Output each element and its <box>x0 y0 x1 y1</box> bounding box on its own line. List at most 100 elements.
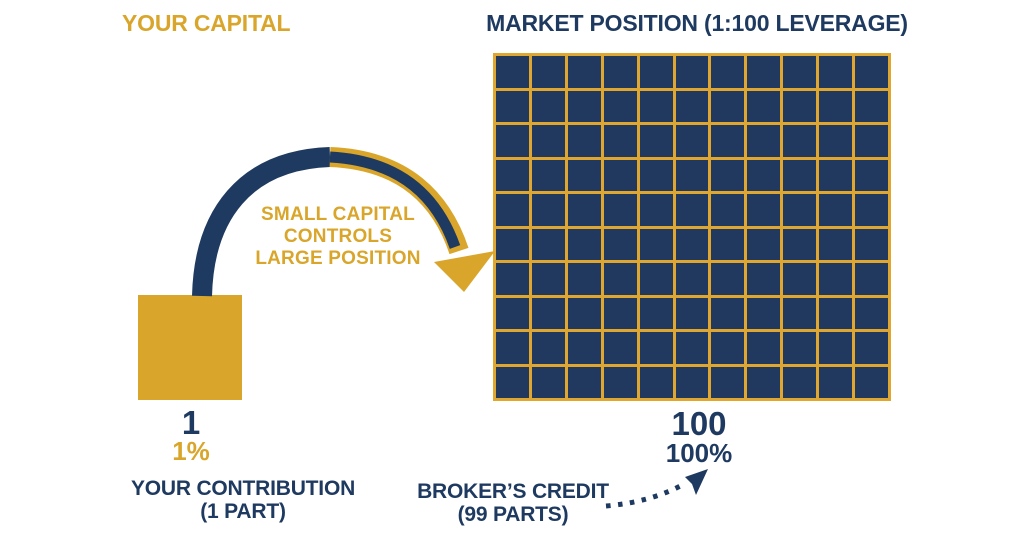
grid-cell <box>855 263 888 295</box>
grid-cell <box>639 90 673 122</box>
grid-cell <box>496 366 529 398</box>
contribution-count-label: 1 <box>181 404 201 441</box>
grid-cell <box>855 366 888 398</box>
grid-cell <box>603 297 637 329</box>
grid-cell <box>531 228 565 260</box>
grid-cell <box>783 159 817 191</box>
your-contribution-line1: YOUR CONTRIBUTION <box>130 477 356 500</box>
grid-cell <box>747 228 781 260</box>
grid-cell <box>603 366 637 398</box>
grid-cell <box>747 56 781 88</box>
grid-cell <box>496 90 529 122</box>
grid-cell <box>675 56 709 88</box>
grid-cell <box>675 228 709 260</box>
grid-cell <box>603 125 637 157</box>
grid-cell <box>855 159 888 191</box>
arrow-annotation-line2: CONTROLS <box>283 226 393 247</box>
grid-cell <box>675 194 709 226</box>
grid-cell <box>855 125 888 157</box>
grid-cell <box>639 228 673 260</box>
grid-cell <box>819 56 853 88</box>
grid-cell <box>747 332 781 364</box>
arrow-annotation-line3: LARGE POSITION <box>255 248 421 269</box>
brokers-credit-arrowhead-icon <box>685 469 708 495</box>
grid-cell <box>675 332 709 364</box>
grid-cell <box>855 194 888 226</box>
grid-cell <box>783 366 817 398</box>
grid-cell <box>747 194 781 226</box>
grid-cell <box>496 297 529 329</box>
grid-cell <box>603 228 637 260</box>
grid-cell <box>496 332 529 364</box>
grid-cell <box>567 228 601 260</box>
grid-cell <box>496 263 529 295</box>
grid-cell <box>567 90 601 122</box>
grid-cell <box>567 56 601 88</box>
position-count-label: 100 <box>671 405 727 442</box>
grid-cell <box>567 297 601 329</box>
grid-cell <box>783 125 817 157</box>
contribution-percent-label: 1% <box>172 436 210 466</box>
grid-cell <box>747 125 781 157</box>
grid-cell <box>531 159 565 191</box>
grid-cell <box>819 297 853 329</box>
grid-cell <box>747 90 781 122</box>
grid-cell <box>567 263 601 295</box>
grid-cell <box>675 263 709 295</box>
grid-cell <box>603 332 637 364</box>
grid-cell <box>855 228 888 260</box>
grid-cell <box>567 159 601 191</box>
grid-cell <box>567 332 601 364</box>
grid-cell <box>496 125 529 157</box>
grid-cell <box>747 366 781 398</box>
grid-cell <box>496 194 529 226</box>
grid-cell <box>531 56 565 88</box>
grid-cell <box>711 194 745 226</box>
grid-cell <box>711 297 745 329</box>
your-capital-square <box>138 295 242 400</box>
grid-cell <box>567 366 601 398</box>
grid-cell <box>496 159 529 191</box>
grid-cell <box>531 366 565 398</box>
grid-cell <box>603 90 637 122</box>
grid-cell <box>711 263 745 295</box>
grid-cell <box>711 228 745 260</box>
brokers-credit-dotted-path <box>605 480 688 509</box>
arrow-annotation: SMALL CAPITAL CONTROLS LARGE POSITION <box>255 204 420 270</box>
grid-cell <box>711 90 745 122</box>
grid-cell <box>783 297 817 329</box>
grid-cell <box>567 125 601 157</box>
grid-cell <box>567 194 601 226</box>
grid-cell <box>675 159 709 191</box>
grid-cell <box>531 332 565 364</box>
grid-cell <box>783 194 817 226</box>
grid-cell <box>819 125 853 157</box>
market-position-grid <box>493 53 891 401</box>
grid-cell <box>639 159 673 191</box>
grid-cell <box>783 90 817 122</box>
grid-cell <box>675 366 709 398</box>
grid-cell <box>711 332 745 364</box>
grid-cell <box>639 332 673 364</box>
grid-cell <box>711 56 745 88</box>
grid-cell <box>855 297 888 329</box>
your-contribution-line2: (1 PART) <box>200 500 286 523</box>
grid-cell <box>819 194 853 226</box>
brokers-credit-line2: (99 PARTS) <box>457 503 569 526</box>
grid-cell <box>855 332 888 364</box>
arrow-annotation-line1: SMALL CAPITAL <box>261 204 415 225</box>
grid-cell <box>639 297 673 329</box>
grid-cell <box>855 56 888 88</box>
grid-cell <box>496 56 529 88</box>
grid-cell <box>819 90 853 122</box>
grid-cell <box>711 159 745 191</box>
grid-cell <box>603 263 637 295</box>
grid-cell <box>783 56 817 88</box>
grid-cell <box>531 263 565 295</box>
grid-cell <box>747 159 781 191</box>
grid-cell <box>855 90 888 122</box>
grid-cell <box>639 125 673 157</box>
grid-cell <box>819 263 853 295</box>
grid-cell <box>711 125 745 157</box>
grid-cell <box>531 125 565 157</box>
